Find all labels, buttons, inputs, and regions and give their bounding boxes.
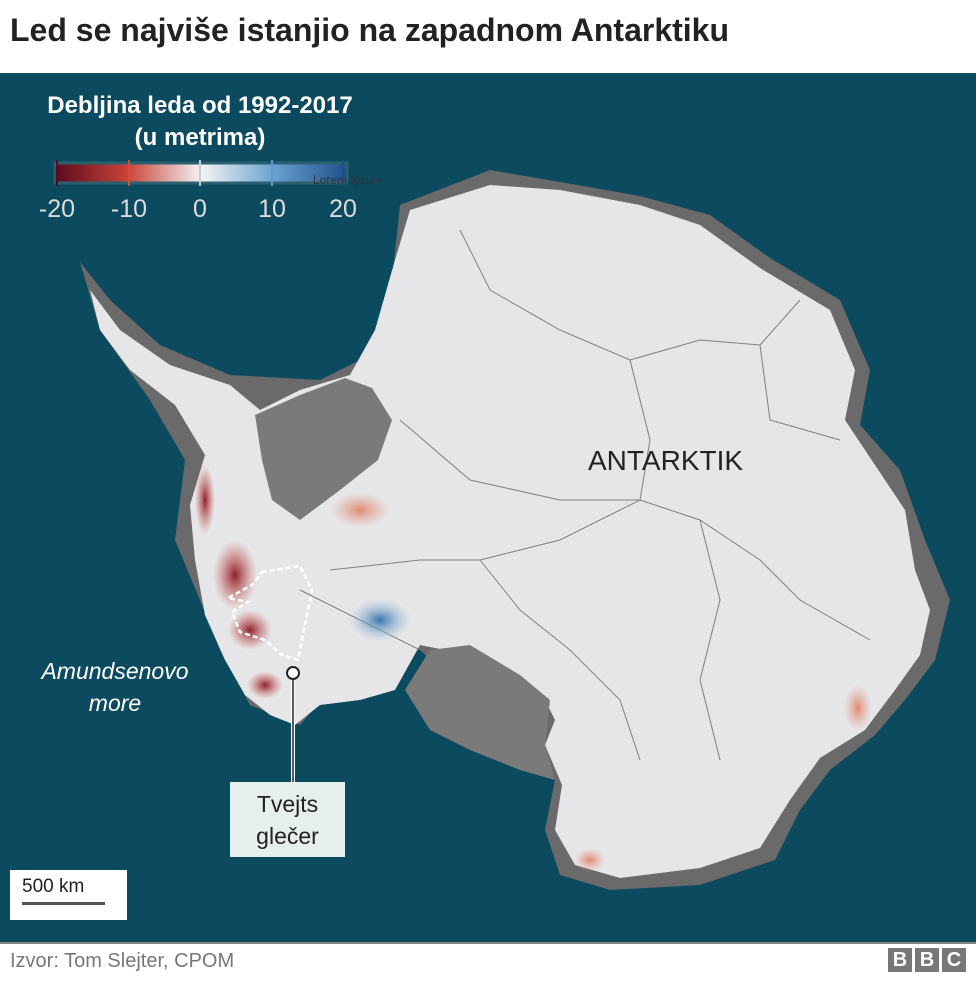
glacier-label-line1: Tvejts — [256, 791, 319, 817]
legend-tick-label: 20 — [329, 195, 357, 223]
logo-letter: B — [888, 948, 912, 972]
legend-tick-label: -20 — [38, 195, 76, 223]
thinning-amundsen-3 — [247, 671, 283, 699]
legend-tick-label: 0 — [193, 195, 207, 223]
antarctica-map: Debljina leda od 1992-2017 (u metrima) L… — [0, 73, 976, 944]
ross-ice-shelf — [405, 645, 555, 780]
region-label: ANTARKTIK — [588, 445, 744, 476]
legend-tick-label: -10 — [110, 195, 148, 223]
bbc-logo: B B C — [888, 948, 966, 972]
thinning-amundsen-1 — [213, 540, 257, 610]
sea-label-line2: more — [88, 690, 142, 716]
thinning-west — [330, 492, 390, 528]
legend-title: Debljina leda od 1992-2017 (u metrima) — [0, 90, 400, 154]
thinning-east — [844, 684, 872, 732]
thinning-south — [574, 848, 606, 872]
thinning-peninsula — [195, 465, 215, 535]
thickening-kamb — [348, 598, 412, 642]
legend-tick-label: 10 — [258, 195, 286, 223]
sea-label-line1: Amundsenovo — [41, 658, 189, 684]
source-credit: Izvor: Tom Slejter, CPOM — [10, 950, 235, 972]
glacier-label-line2: glečer — [256, 823, 319, 849]
scale-label: 500 km — [22, 876, 85, 897]
glacier-marker — [286, 666, 300, 680]
scale-line — [22, 902, 105, 905]
legend-title-line1: Debljina leda od 1992-2017 — [47, 92, 353, 119]
logo-letter: B — [915, 948, 939, 972]
map-graphic — [53, 160, 950, 890]
glacier-label: Tvejts glečer — [230, 782, 345, 857]
thwaites-glacier-outline — [224, 564, 314, 662]
chart-title: Led se najviše istanjio na zapadnom Anta… — [10, 12, 729, 48]
ice-sheet — [90, 185, 930, 878]
scale-bar: 500 km — [10, 870, 127, 920]
legend-tick-marks — [56, 160, 344, 186]
legend-title-line2: (u metrima) — [134, 124, 266, 151]
sea-label: Amundsenovo more — [10, 655, 220, 719]
legend-watermark: Lorem Ipsum — [313, 173, 384, 187]
logo-letter: C — [942, 948, 966, 972]
ronne-filchner-ice-shelf — [255, 378, 392, 520]
